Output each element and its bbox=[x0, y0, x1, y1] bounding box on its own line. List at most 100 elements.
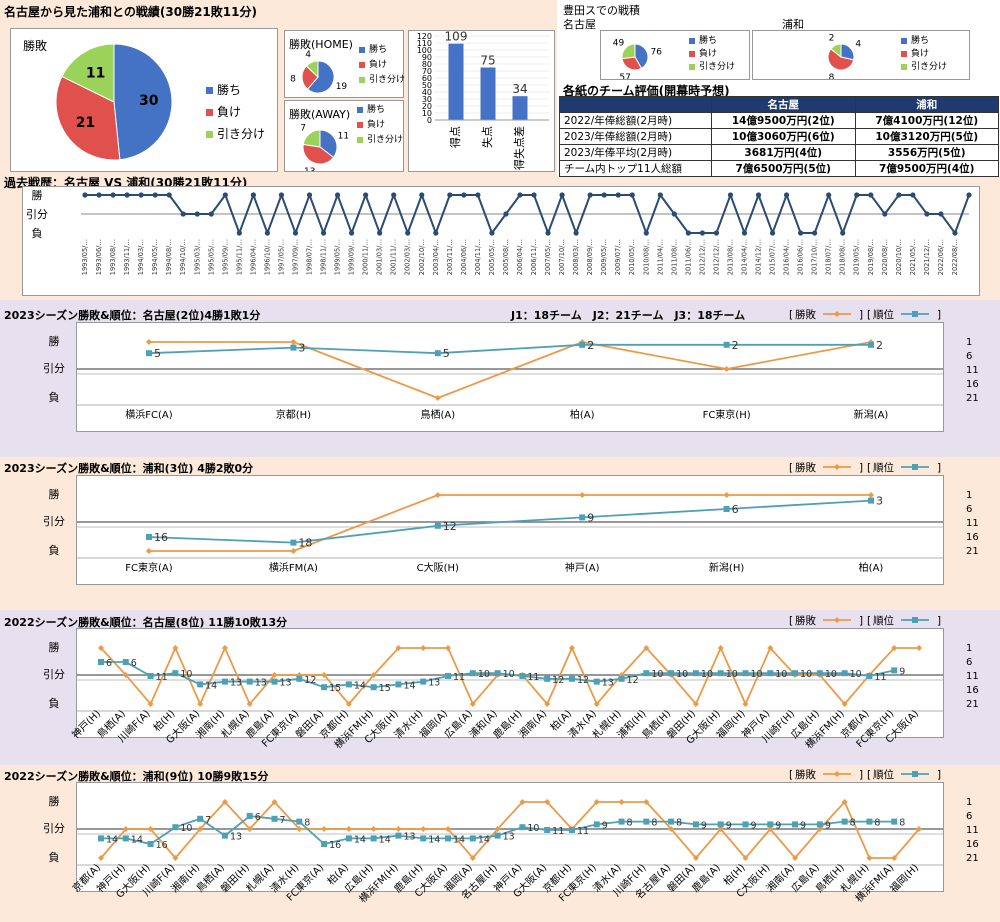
y-tick-label: 80 bbox=[422, 60, 432, 69]
result-marker bbox=[271, 799, 278, 805]
rank-marker bbox=[395, 681, 402, 688]
history-point bbox=[826, 192, 832, 198]
eval-header-row: 名古屋 浦和 bbox=[559, 96, 999, 113]
history-date-label: 2011/04/… bbox=[656, 239, 664, 275]
eval-cell: 7億6500万円(5位) bbox=[711, 160, 856, 177]
rank-value-label: 11 bbox=[552, 826, 564, 837]
history-point bbox=[966, 192, 972, 198]
rank-marker bbox=[271, 678, 278, 685]
rank-marker bbox=[816, 821, 823, 828]
pie-away-title: 勝敗(AWAY) bbox=[289, 108, 351, 121]
history-point bbox=[391, 192, 397, 198]
history-y-label: 勝 bbox=[32, 188, 43, 202]
result-marker bbox=[469, 855, 476, 861]
rank-value-label: 5 bbox=[154, 347, 161, 360]
history-date-label: 2011/08/… bbox=[670, 239, 678, 275]
history-point bbox=[250, 192, 256, 198]
rank-value-label: 13 bbox=[403, 832, 415, 843]
rank-marker bbox=[668, 818, 675, 825]
y-tick-label: 70 bbox=[422, 67, 432, 76]
rank-value-label: 9 bbox=[587, 511, 594, 524]
history-point bbox=[419, 192, 425, 198]
history-date-label: 1995/11/… bbox=[235, 239, 243, 275]
history-point bbox=[769, 230, 776, 236]
history-point bbox=[377, 230, 383, 236]
s2-svg: 16 18 12 9 6 3 bbox=[77, 492, 943, 559]
rank-value-label: 14 bbox=[403, 680, 415, 691]
result-marker bbox=[172, 645, 179, 651]
history-point bbox=[363, 192, 369, 198]
s1-title: 2023シーズン勝敗&順位：名古屋(2位)4勝1敗1分 bbox=[4, 309, 261, 322]
s4-title: 2022シーズン勝敗&順位：浦和(9位) 10勝9敗15分 bbox=[4, 770, 269, 783]
result-marker bbox=[172, 855, 179, 861]
eval-title: 各紙のチーム評価(開幕時予想) bbox=[563, 84, 730, 98]
result-marker bbox=[98, 645, 104, 651]
history-point bbox=[166, 192, 172, 198]
rank-value-label: 10 bbox=[651, 669, 663, 680]
rank-value-label: 16 bbox=[154, 531, 168, 544]
rank-value-label: 14 bbox=[131, 834, 143, 845]
rank-value-label: 11 bbox=[577, 826, 589, 837]
rank-marker bbox=[866, 818, 873, 825]
eval-cell: 7億4100万円(12位) bbox=[854, 112, 999, 129]
rank-marker bbox=[792, 821, 799, 828]
history-date-label: 2018/08/… bbox=[839, 239, 847, 275]
rank-value-label: 6 bbox=[106, 658, 112, 669]
pie-away-svg: 11 13 7 bbox=[300, 123, 349, 171]
result-marker bbox=[221, 799, 228, 805]
rank-marker bbox=[692, 670, 699, 677]
result-marker bbox=[668, 826, 675, 832]
rank-marker bbox=[494, 670, 501, 677]
rank-marker bbox=[290, 344, 297, 351]
rank-value-label: 14 bbox=[354, 680, 366, 691]
rank-value-label: 9 bbox=[602, 820, 608, 831]
history-point bbox=[840, 230, 846, 236]
rank-marker bbox=[445, 835, 452, 842]
rank-value-label: 15 bbox=[379, 683, 391, 694]
s3-panel: 6 6 11 10 14 13 13 13 12 15 14 15 14 13 11 10 10 11 12 12 13… bbox=[76, 628, 944, 738]
rank-value-label: 10 bbox=[726, 669, 738, 680]
bar-value-label: 109 bbox=[445, 31, 468, 44]
s1-note: J1：18チーム J2：21チーム J3：18チーム bbox=[511, 309, 746, 322]
rank-marker bbox=[519, 824, 526, 831]
history-date-label: 1993/06/… bbox=[95, 239, 103, 275]
bar-value-label: 75 bbox=[480, 54, 495, 68]
result-marker bbox=[643, 799, 650, 805]
result-marker bbox=[717, 645, 724, 651]
s1-panel: 5 3 5 2 2 2 bbox=[76, 322, 944, 432]
rank-value-label: 8 bbox=[304, 818, 310, 829]
history-point bbox=[517, 192, 523, 198]
history-point bbox=[854, 192, 860, 198]
rank-marker bbox=[593, 821, 600, 828]
rank-marker bbox=[246, 678, 253, 685]
pie-home-panel: 勝敗(HOME) 19 8 4 勝ち 負け 引き分け bbox=[284, 30, 405, 98]
rank-value-label: 9 bbox=[775, 820, 781, 831]
eval-table: 名古屋 浦和 2022/年俸総額(2月時) 14億9500万円(2位) 7億4100… bbox=[559, 96, 999, 177]
history-point bbox=[783, 192, 790, 198]
history-point bbox=[208, 211, 214, 217]
rank-marker bbox=[891, 667, 898, 674]
history-point bbox=[952, 230, 958, 236]
rank-value-label: 10 bbox=[180, 823, 192, 834]
rank-marker bbox=[370, 684, 377, 691]
history-date-label: 2004/06/… bbox=[460, 239, 468, 275]
rank-value-label: 10 bbox=[775, 669, 787, 680]
rank-value-label: 5 bbox=[443, 347, 450, 360]
history-point bbox=[685, 230, 691, 236]
history-y-label: 負 bbox=[32, 227, 43, 240]
rank-value-label: 7 bbox=[205, 815, 211, 826]
history-point bbox=[138, 192, 144, 198]
result-marker bbox=[246, 826, 253, 832]
result-marker bbox=[420, 826, 427, 832]
history-point bbox=[559, 192, 565, 198]
rank-marker bbox=[841, 818, 848, 825]
rank-marker bbox=[98, 659, 104, 665]
history-point bbox=[320, 230, 327, 236]
result-marker bbox=[568, 645, 575, 651]
rank-value-label: 3 bbox=[876, 495, 883, 508]
rank-marker bbox=[172, 824, 179, 831]
rank-marker bbox=[122, 835, 129, 842]
pie-slice-label: 30 bbox=[139, 93, 159, 109]
